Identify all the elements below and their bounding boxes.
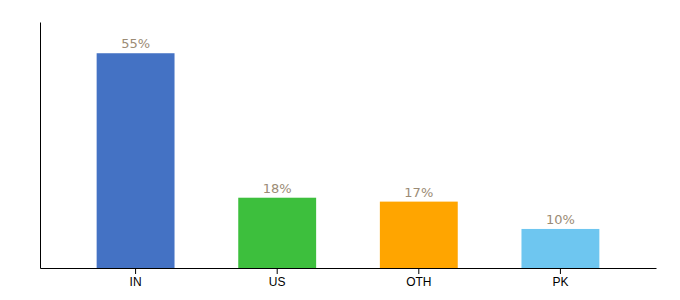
x-tick-label: PK — [552, 275, 568, 289]
data-label: 18% — [263, 181, 292, 196]
chart: 55% 18% 17% 10% IN US OTH PK — [0, 0, 680, 300]
x-tick-mark — [560, 268, 561, 274]
bar — [238, 198, 316, 268]
x-tick: US — [269, 268, 286, 289]
x-axis: IN US OTH PK — [41, 268, 657, 289]
bar — [97, 53, 175, 268]
data-label: 55% — [121, 36, 150, 51]
x-tick: OTH — [406, 268, 431, 289]
x-tick-label: OTH — [406, 275, 431, 289]
y-axis — [40, 23, 41, 269]
data-labels: 55% 18% 17% 10% — [121, 36, 575, 227]
data-label: 17% — [404, 185, 433, 200]
x-tick-label: IN — [130, 275, 142, 289]
bars — [97, 53, 600, 268]
x-tick: IN — [130, 268, 142, 289]
x-axis-line — [41, 268, 657, 269]
x-tick-mark — [277, 268, 278, 274]
plot: 55% 18% 17% 10% IN US OTH PK — [41, 23, 657, 289]
y-axis-line — [40, 23, 41, 269]
x-tick-label: US — [269, 275, 286, 289]
bar — [521, 229, 599, 268]
x-tick-mark — [135, 268, 136, 274]
data-label: 10% — [546, 212, 575, 227]
x-tick-mark — [418, 268, 419, 274]
bar — [380, 202, 458, 268]
x-tick: PK — [552, 268, 568, 289]
